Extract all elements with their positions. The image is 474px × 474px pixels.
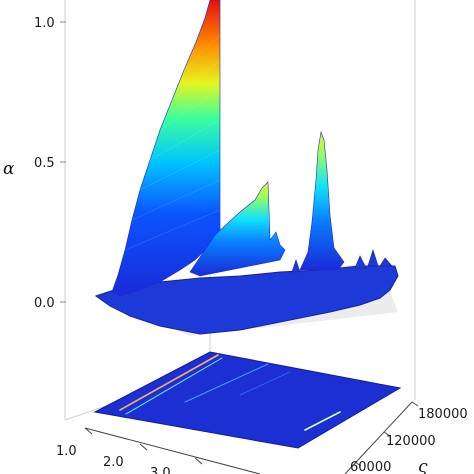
surface-main-ridge [111, 0, 221, 297]
front-axes [84, 401, 413, 474]
x-tick-label: 2.0 [103, 455, 124, 470]
surface-ridge-striations [124, 34, 221, 251]
x-tick-label: 3.0 [150, 466, 171, 474]
x-axis: 1.0 2.0 3.0 [56, 427, 203, 474]
contour-floor [93, 351, 402, 449]
y-tick-label: 120000 [386, 434, 436, 449]
z-tick-label: 1.0 [34, 16, 55, 31]
surface-narrow-peak [299, 130, 345, 271]
y-axis-label: ς [418, 457, 428, 474]
z-tick-label: 0.0 [34, 296, 55, 311]
surface-spikes [291, 248, 393, 273]
surface-base [94, 265, 399, 335]
x-tick-label: 1.0 [56, 444, 77, 459]
y-axis: 180000 120000 60000 ς [350, 401, 468, 474]
y-tick-label: 60000 [350, 460, 391, 474]
y-tick-label: 180000 [418, 407, 468, 422]
surface-secondary-ridge [189, 181, 286, 277]
z-axis-label: α [3, 159, 15, 179]
z-tick-label: 0.5 [34, 156, 55, 171]
box-edges [64, 0, 416, 421]
z-axis: 1.0 0.5 0.0 α [3, 16, 66, 311]
contour-lines [119, 354, 341, 431]
